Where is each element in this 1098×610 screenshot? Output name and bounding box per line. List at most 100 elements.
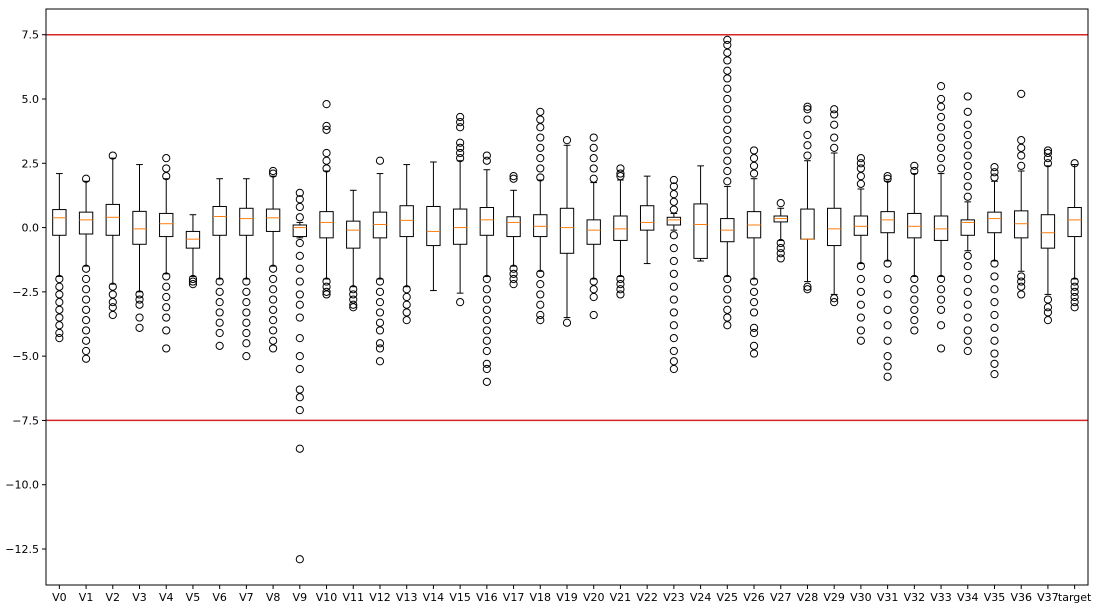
flier: [723, 177, 732, 186]
x-tick-label: V23: [663, 591, 685, 604]
flier: [589, 154, 598, 163]
flier: [856, 287, 865, 296]
flier: [883, 290, 892, 299]
flier: [536, 269, 545, 278]
box-V22: [639, 175, 655, 265]
flier: [616, 290, 625, 299]
flier: [669, 321, 678, 330]
flier: [936, 133, 946, 142]
y-tick-label: −5.0: [12, 350, 39, 363]
flier: [883, 372, 892, 381]
flier: [108, 303, 117, 312]
flier: [749, 298, 759, 307]
flier: [749, 308, 759, 317]
box-body: [399, 205, 414, 238]
x-tick-label: V9: [293, 591, 308, 604]
flier: [482, 316, 491, 325]
flier: [669, 308, 678, 317]
x-tick-label: V33: [930, 591, 952, 604]
flier: [963, 326, 972, 335]
flier: [215, 308, 224, 317]
x-tick-label: V3: [132, 591, 147, 604]
flier: [242, 339, 251, 348]
flier: [910, 274, 919, 284]
flier: [482, 359, 491, 368]
flier: [375, 357, 385, 366]
flier: [669, 175, 678, 185]
x-tick-label: V18: [530, 591, 552, 604]
flier: [536, 154, 545, 163]
flier: [963, 172, 972, 181]
box-V15: [452, 112, 468, 307]
flier: [55, 274, 64, 284]
flier: [402, 308, 411, 317]
flier: [242, 318, 251, 327]
flier: [990, 336, 999, 345]
flier: [322, 164, 331, 173]
x-tick-label: V2: [106, 591, 121, 604]
flier: [776, 249, 785, 258]
flier: [803, 105, 812, 114]
x-tick-label: V26: [743, 591, 765, 604]
box-body: [960, 219, 975, 236]
box-V34: [960, 92, 975, 356]
flier: [536, 107, 545, 116]
flier: [963, 346, 972, 356]
flier: [55, 290, 64, 299]
flier: [910, 285, 919, 294]
flier: [1043, 148, 1053, 158]
flier: [723, 285, 732, 294]
box-V5: [185, 214, 201, 289]
flier: [990, 272, 999, 281]
flier: [856, 274, 865, 284]
flier: [1017, 277, 1026, 286]
flier: [883, 321, 892, 330]
flier: [162, 172, 171, 181]
flier: [723, 66, 732, 75]
flier: [883, 352, 892, 361]
flier: [936, 94, 946, 104]
flier: [669, 205, 678, 214]
flier: [402, 300, 411, 309]
flier: [723, 40, 732, 50]
flier: [536, 143, 545, 152]
flier: [1043, 295, 1053, 304]
flier: [375, 344, 385, 353]
flier: [1043, 308, 1053, 317]
flier: [963, 336, 972, 345]
y-tick-label: −7.5: [12, 414, 39, 427]
flier: [589, 277, 598, 286]
flier: [269, 336, 278, 345]
box-V9: [292, 188, 307, 564]
box-V23: [666, 175, 682, 374]
flier: [669, 190, 678, 199]
flier: [295, 352, 304, 361]
box-V16: [479, 151, 495, 386]
flier: [295, 313, 304, 322]
flier: [482, 364, 491, 374]
flier: [669, 357, 678, 366]
flier: [375, 318, 385, 327]
box-V21: [613, 164, 628, 299]
flier: [482, 156, 491, 165]
flier: [910, 161, 919, 170]
flier: [963, 141, 972, 150]
flier: [402, 292, 411, 302]
x-tick-label: V14: [423, 591, 445, 604]
flier: [883, 305, 892, 314]
flier: [990, 323, 999, 332]
box-body: [880, 211, 895, 234]
flier: [1070, 292, 1079, 302]
flier: [936, 123, 946, 132]
flier: [322, 121, 331, 131]
flier: [375, 277, 385, 286]
flier: [295, 264, 304, 273]
flier: [562, 136, 572, 145]
flier: [749, 341, 759, 350]
flier: [856, 164, 865, 173]
flier: [776, 199, 785, 208]
flier: [108, 310, 117, 320]
flier: [723, 156, 732, 165]
flier: [1070, 298, 1079, 307]
flier: [669, 269, 678, 278]
